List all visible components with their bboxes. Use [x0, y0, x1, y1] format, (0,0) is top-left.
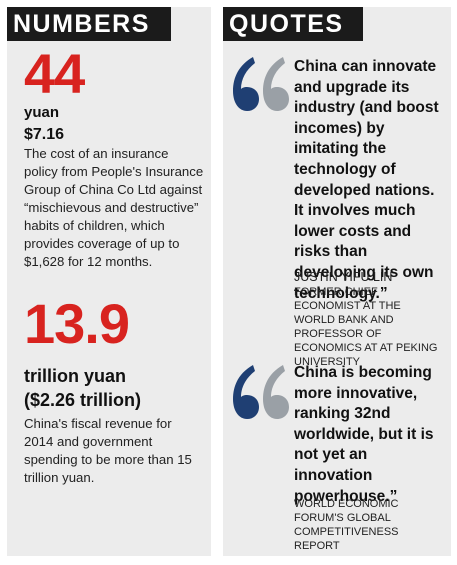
quotes-header: QUOTES [223, 7, 363, 41]
number-unit-2: trillion yuan [24, 366, 127, 386]
quote-text-1: China can innovate and upgrade its indus… [294, 58, 439, 302]
open-quote-icon [229, 51, 291, 121]
quote-source-2: WORLD ECONOMIC FORUM'S GLOBAL COMPETITIV… [294, 498, 399, 552]
number-subunit-2: ($2.26 trillion) [24, 390, 142, 410]
number-description-2: China's fiscal revenue for 2014 and gove… [24, 416, 192, 485]
numbers-header: NUMBERS [7, 7, 171, 41]
number-subunit-1: $7.16 [24, 126, 65, 143]
number-value-2: 13.9 [24, 292, 130, 355]
quote-author-title-1: FORMER CHIEF ECONOMIST AT THE WORLD BANK… [294, 286, 438, 368]
quotes-panel: QUOTES China can innovate and upgrade it… [223, 7, 451, 556]
quote-attribution-2: WORLD ECONOMIC FORUM'S GLOBAL COMPETITIV… [294, 497, 444, 553]
open-quote-icon [229, 359, 291, 429]
number-value-1: 44 [24, 42, 85, 105]
quote-attribution-1: JUSTIN YIFU LIN FORMER CHIEF ECONOMIST A… [294, 269, 444, 369]
quote-text-2: China is becoming more innovative, ranki… [294, 364, 434, 505]
quote-author-1: JUSTIN YIFU LIN [294, 270, 393, 284]
numbers-panel: NUMBERS 44 yuan $7.16 The cost of an ins… [7, 7, 211, 556]
number-description-1: The cost of an insurance policy from Peo… [24, 146, 204, 269]
number-unit-1: yuan [24, 104, 60, 121]
